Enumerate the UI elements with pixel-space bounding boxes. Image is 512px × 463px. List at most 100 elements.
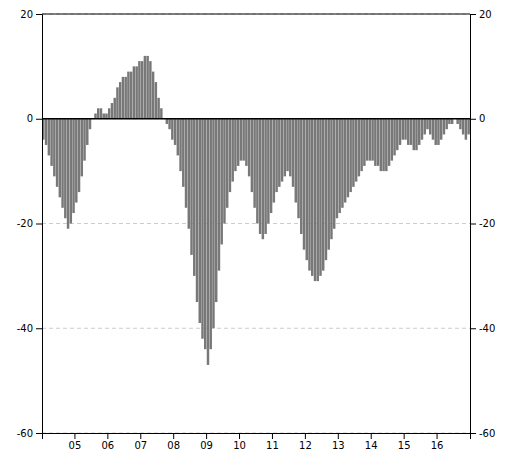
tick-label: 07 (134, 440, 147, 451)
bar (448, 119, 450, 124)
y-tick: -60 (17, 428, 42, 439)
bar (314, 119, 316, 281)
bar (286, 119, 288, 171)
bar (53, 119, 55, 177)
tick-mark (470, 119, 476, 120)
bar (234, 119, 236, 171)
x-tick: 10 (233, 433, 246, 451)
tick-mark (470, 224, 476, 225)
x-tick: 08 (167, 433, 180, 451)
bar (130, 72, 132, 119)
tick-mark (36, 14, 42, 15)
chart: -60-40-20020-60-40-200200506070809101112… (0, 0, 512, 463)
bar (371, 119, 373, 161)
bar (316, 119, 318, 281)
bar (108, 108, 110, 118)
bar (190, 119, 192, 255)
bar (289, 119, 291, 177)
bar (429, 119, 431, 135)
bar (83, 119, 85, 161)
tick-label: 09 (200, 440, 213, 451)
tick-label: 08 (167, 440, 180, 451)
tick-label: 11 (266, 440, 279, 451)
bar (81, 119, 83, 177)
bar (437, 119, 439, 145)
bar (330, 119, 332, 239)
bar (264, 119, 266, 234)
bar (366, 119, 368, 161)
grid (42, 14, 470, 433)
bar (443, 119, 445, 135)
bar (100, 108, 102, 118)
bar (75, 119, 77, 203)
bar (242, 119, 244, 161)
bar (248, 119, 250, 177)
bar (432, 119, 434, 140)
bar (70, 119, 72, 224)
y2-tick: -60 (470, 428, 495, 439)
tick-label: 12 (299, 440, 312, 451)
bar (385, 119, 387, 171)
tick-mark (404, 433, 405, 439)
bar (445, 119, 447, 129)
bar (465, 119, 467, 140)
bar (196, 119, 198, 302)
bar (149, 61, 151, 119)
bar (152, 72, 154, 119)
bar (229, 119, 231, 192)
tick-mark (470, 328, 476, 329)
bar (434, 119, 436, 145)
bar (319, 119, 321, 276)
x-tick: 15 (398, 433, 411, 451)
tick-mark (338, 433, 339, 439)
bar (407, 119, 409, 145)
tick-label: -60 (17, 428, 33, 439)
tick-label: 15 (398, 440, 411, 451)
bar (204, 119, 206, 349)
y2-tick: -20 (470, 218, 495, 229)
bar (89, 119, 91, 129)
x-tick: 13 (332, 433, 345, 451)
bar (270, 119, 272, 213)
bar (50, 119, 52, 166)
tick-mark (36, 119, 42, 120)
bar (382, 119, 384, 171)
zero-line (42, 118, 470, 120)
bar (48, 119, 50, 156)
bar (177, 119, 179, 156)
bar (72, 119, 74, 213)
bar (215, 119, 217, 302)
tick-mark (470, 14, 476, 15)
bar (141, 61, 143, 119)
frame-line (42, 14, 470, 15)
bar (404, 119, 406, 140)
bar (360, 119, 362, 171)
plot: -60-40-20020-60-40-200200506070809101112… (17, 9, 496, 451)
bar (116, 87, 118, 118)
x-tick: 07 (134, 433, 147, 451)
bar (127, 72, 129, 119)
bar (119, 82, 121, 119)
bar (297, 119, 299, 219)
bar (393, 119, 395, 156)
bar (311, 119, 313, 276)
tick-label: 20 (20, 9, 33, 20)
bar (188, 119, 190, 229)
bar (306, 119, 308, 260)
bar (166, 119, 168, 124)
bar (275, 119, 277, 192)
bar (459, 119, 461, 129)
bar (193, 119, 195, 276)
x-axis: 050607080910111213141516 (43, 433, 471, 451)
bar (133, 66, 135, 118)
bar (144, 56, 146, 119)
bar (292, 119, 294, 187)
tick-label: 10 (233, 440, 246, 451)
bar (259, 119, 261, 234)
bar (349, 119, 351, 192)
bar (267, 119, 269, 224)
tick-label: -20 (479, 218, 495, 229)
bar (451, 119, 453, 124)
tick-label: 0 (479, 113, 485, 124)
bar (467, 119, 469, 135)
